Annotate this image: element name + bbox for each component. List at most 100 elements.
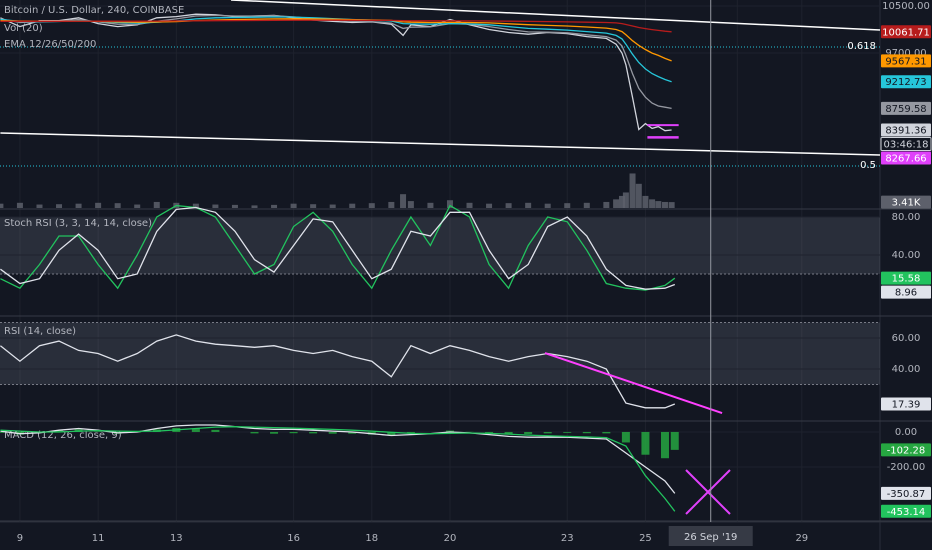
y-tick-label: -200.00 xyxy=(887,462,926,473)
y-tick-label: 10500.00 xyxy=(882,1,930,12)
price-tag-label: 15.58 xyxy=(892,274,921,285)
bar xyxy=(583,202,590,208)
bar xyxy=(446,200,453,208)
bar xyxy=(191,428,200,432)
bar xyxy=(670,431,679,450)
bar xyxy=(618,195,625,208)
bar xyxy=(504,431,513,435)
bar xyxy=(544,203,551,208)
x-tick-label: 9 xyxy=(17,533,23,544)
y-tick-label: 80.00 xyxy=(892,212,921,223)
bar xyxy=(114,203,121,208)
bar xyxy=(75,203,82,208)
bar xyxy=(349,203,356,208)
bar xyxy=(290,203,297,208)
bar xyxy=(211,429,220,432)
price-tag xyxy=(881,195,931,209)
bar xyxy=(231,204,238,208)
bar xyxy=(445,430,454,432)
bar xyxy=(642,195,649,208)
y-tick-label: 60.00 xyxy=(892,333,921,344)
series-line xyxy=(0,18,672,62)
pane-subtitle: EMA 12/26/50/200 xyxy=(4,39,96,50)
bar xyxy=(622,192,629,208)
price-tag xyxy=(881,504,931,518)
price-tag xyxy=(881,397,931,411)
bar xyxy=(406,431,415,434)
bar xyxy=(270,431,279,434)
bar xyxy=(251,205,258,208)
price-tag xyxy=(881,486,931,500)
price-tag-label: 3.41K xyxy=(892,198,921,209)
bar xyxy=(153,201,160,208)
bar xyxy=(407,201,414,208)
bar xyxy=(524,431,533,435)
price-tag-label: 8759.58 xyxy=(885,104,926,115)
bar xyxy=(309,431,318,434)
bar xyxy=(563,431,572,433)
series-line xyxy=(0,424,676,494)
bar xyxy=(603,201,610,208)
bar xyxy=(649,199,656,208)
bar xyxy=(250,431,259,434)
price-tag-label: 8391.36 xyxy=(885,126,926,137)
bar xyxy=(582,431,591,434)
pane-title: RSI (14, close) xyxy=(4,326,76,337)
trendline xyxy=(544,352,723,414)
y-tick-label: 0.00 xyxy=(895,427,917,438)
bar xyxy=(387,431,396,436)
price-tag-label: -453.14 xyxy=(887,507,926,518)
bar xyxy=(613,199,620,208)
x-tick-label: 18 xyxy=(365,533,378,544)
trendline xyxy=(231,0,881,31)
price-tag xyxy=(881,101,931,115)
pane-title: MACD (12, 26, close, 9) xyxy=(4,430,122,441)
bar xyxy=(466,202,473,208)
bar xyxy=(0,203,4,208)
bar xyxy=(655,201,662,208)
x-tick-label: 20 xyxy=(444,533,457,544)
bar xyxy=(95,202,102,208)
pane-title: Stoch RSI (3, 3, 14, 14, close) xyxy=(4,218,152,229)
price-tag-label: 8.96 xyxy=(895,288,917,299)
price-tag xyxy=(880,137,932,152)
series-line xyxy=(0,19,672,33)
x-tick-label: 29 xyxy=(795,533,808,544)
bar xyxy=(525,202,532,208)
bar xyxy=(368,203,375,208)
price-tag-label: 8267.66 xyxy=(885,154,926,165)
bar xyxy=(427,202,434,208)
price-tag xyxy=(881,271,931,285)
series-line xyxy=(0,334,676,409)
series-line xyxy=(0,204,676,291)
price-tag-label: -102.28 xyxy=(887,445,926,456)
price-tag xyxy=(881,75,931,89)
bar xyxy=(0,431,5,433)
bar xyxy=(289,431,298,434)
bar xyxy=(635,183,642,208)
bar xyxy=(505,203,512,208)
bar xyxy=(629,173,636,208)
series-line xyxy=(0,16,672,83)
bar xyxy=(388,201,395,208)
price-tag-label: 17.39 xyxy=(892,400,921,411)
bar xyxy=(564,203,571,208)
bar xyxy=(485,431,494,434)
price-tag-label: 9567.31 xyxy=(885,56,926,67)
x-tick-label: 13 xyxy=(170,533,183,544)
price-tag xyxy=(881,285,931,299)
bar xyxy=(36,204,43,208)
y-tick-label: 9700.00 xyxy=(885,48,926,59)
price-tag-label: 03:46:18 xyxy=(884,140,929,151)
bar xyxy=(486,203,493,208)
series-line xyxy=(0,206,676,290)
band xyxy=(0,322,880,385)
series-line xyxy=(0,426,676,512)
bar xyxy=(329,204,336,208)
crosshair-label: 26 Sep '19 xyxy=(684,532,737,543)
y-tick-label: 40.00 xyxy=(892,364,921,375)
bar xyxy=(310,204,317,208)
price-tag xyxy=(881,151,931,165)
bar xyxy=(134,204,141,208)
